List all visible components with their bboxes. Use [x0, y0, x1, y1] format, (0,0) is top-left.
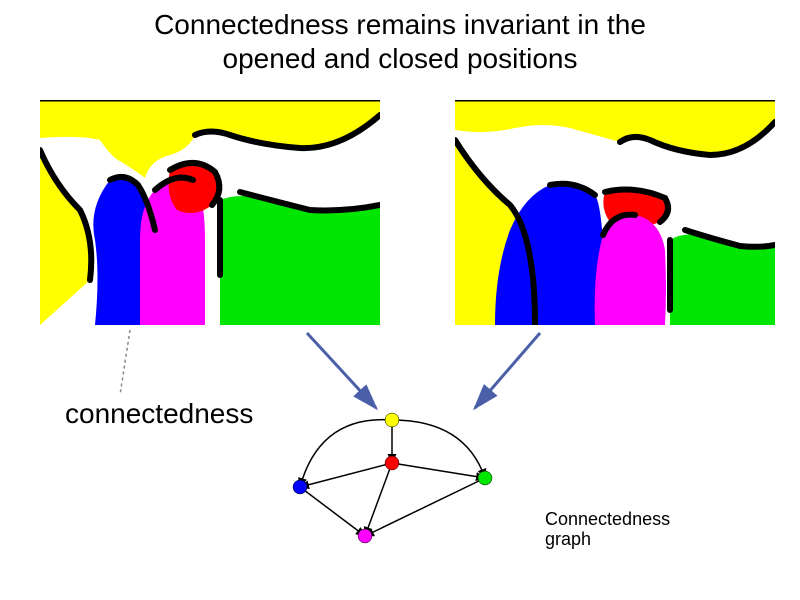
graph-node-magenta: [358, 529, 372, 543]
graph-edge: [300, 420, 392, 487]
graph-node-green: [478, 471, 492, 485]
label-graph-line2: graph: [545, 529, 591, 549]
graph-node-yellow: [385, 413, 399, 427]
graph-edge: [392, 420, 485, 478]
connectedness-graph: [0, 0, 800, 600]
graph-node-red: [385, 456, 399, 470]
graph-edge: [300, 487, 365, 536]
label-connectedness: connectedness: [65, 398, 253, 430]
label-connectedness-graph: Connectedness graph: [545, 510, 670, 550]
graph-edge: [392, 463, 485, 478]
graph-node-blue: [293, 480, 307, 494]
label-graph-line1: Connectedness: [545, 509, 670, 529]
graph-edge: [300, 463, 392, 487]
